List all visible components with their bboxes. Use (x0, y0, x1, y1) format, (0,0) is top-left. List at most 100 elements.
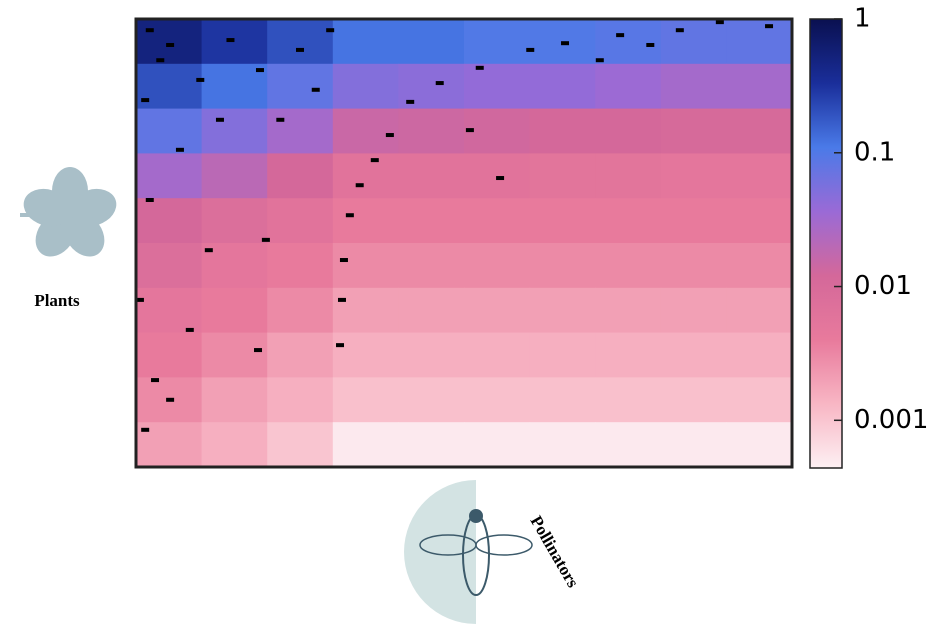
row-label: Plants (34, 291, 80, 310)
cell (661, 377, 727, 422)
point (340, 258, 348, 262)
cell (267, 109, 333, 154)
cell (726, 64, 792, 109)
cell (530, 288, 596, 333)
point (146, 28, 154, 32)
chart: Plants Pollinators 10.10.010.001 (0, 0, 932, 627)
cell (595, 64, 661, 109)
cell (726, 377, 792, 422)
heatmap (136, 19, 793, 468)
point (146, 198, 154, 202)
cell (464, 109, 530, 154)
cell (595, 377, 661, 422)
cell (267, 153, 333, 198)
cell (530, 64, 596, 109)
point (561, 41, 569, 45)
cell (530, 333, 596, 378)
cell (398, 243, 464, 288)
point (336, 343, 344, 347)
cell (595, 243, 661, 288)
cell (726, 243, 792, 288)
cell (661, 198, 727, 243)
point (205, 248, 213, 252)
cell (202, 422, 268, 467)
cell (333, 243, 399, 288)
cell (136, 109, 202, 154)
tick-label: 0.001 (854, 405, 928, 435)
cell (661, 153, 727, 198)
cell (661, 243, 727, 288)
cell (726, 19, 792, 64)
pollinator-icon (404, 480, 532, 624)
point (151, 378, 159, 382)
cell (661, 19, 727, 64)
cell (530, 377, 596, 422)
cell (464, 333, 530, 378)
cell (267, 19, 333, 64)
point (676, 28, 684, 32)
cell (464, 288, 530, 333)
cell (333, 19, 399, 64)
point (276, 118, 284, 122)
page: Plants Pollinators 10.10.010.001 (() => … (0, 0, 932, 627)
point (166, 43, 174, 47)
cell (726, 422, 792, 467)
colorbar-fill (810, 19, 842, 468)
cell (661, 422, 727, 467)
cell (136, 243, 202, 288)
cell (595, 288, 661, 333)
cell (530, 198, 596, 243)
point (226, 38, 234, 42)
point (338, 298, 346, 302)
cell (267, 198, 333, 243)
cell (136, 64, 202, 109)
point (326, 28, 334, 32)
cell (530, 109, 596, 154)
point (166, 398, 174, 402)
cell (136, 153, 202, 198)
point (616, 33, 624, 37)
tick-label: 0.1 (854, 137, 895, 167)
point (386, 133, 394, 137)
cell (267, 333, 333, 378)
tick-label: 1 (854, 4, 871, 34)
cell (726, 198, 792, 243)
point (646, 43, 654, 47)
cell (595, 422, 661, 467)
cell (267, 243, 333, 288)
cell (398, 153, 464, 198)
cell (333, 288, 399, 333)
cell (464, 19, 530, 64)
point (466, 128, 474, 132)
cell (333, 64, 399, 109)
cell (267, 422, 333, 467)
cell (202, 333, 268, 378)
point (496, 176, 504, 180)
cell (267, 288, 333, 333)
cell (398, 109, 464, 154)
point (526, 48, 534, 52)
cell (661, 333, 727, 378)
point (716, 20, 724, 24)
cell (595, 153, 661, 198)
cell (595, 109, 661, 154)
cell (595, 19, 661, 64)
cell (202, 198, 268, 243)
point (196, 78, 204, 82)
point (436, 81, 444, 85)
point (156, 58, 164, 62)
cell (464, 377, 530, 422)
point (596, 58, 604, 62)
cell (136, 288, 202, 333)
cell (530, 153, 596, 198)
point (176, 148, 184, 152)
cell (398, 377, 464, 422)
point (262, 238, 270, 242)
cell (333, 422, 399, 467)
tick-label: 0.01 (854, 271, 912, 301)
cell (530, 422, 596, 467)
colorbar: 1 0.1 0.01 0.001 (810, 4, 928, 469)
cell (398, 333, 464, 378)
cell (464, 64, 530, 109)
cell (398, 422, 464, 467)
